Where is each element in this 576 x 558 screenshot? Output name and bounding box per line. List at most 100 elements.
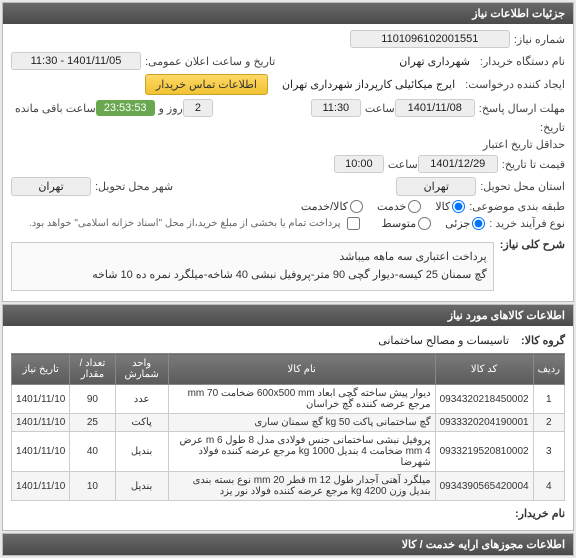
date-label: تاریخ: xyxy=(540,121,565,134)
table-row: 10934320218450002دیوار پیش ساخته گچی ابع… xyxy=(12,385,565,414)
deadline-label: مهلت ارسال پاسخ: xyxy=(479,102,565,115)
table-cell: دیوار پیش ساخته گچی ابعاد 600x500 mm ضخا… xyxy=(168,385,435,414)
panel-title: جزئیات اطلاعات نیاز xyxy=(472,8,565,20)
table-cell: پاکت xyxy=(115,414,168,432)
table-row: 40934390565420004میلگرد آهنی آجدار طول 1… xyxy=(12,472,565,501)
table-row: 30933219520810002پروفیل نبشی ساختمانی جن… xyxy=(12,432,565,472)
min-valid-label: حداقل تاریخ اعتبار xyxy=(483,138,565,151)
radio-medium[interactable]: متوسط xyxy=(382,217,432,230)
footer-panel-title: اطلاعات مجوزهای ارایه خدمت / کالا xyxy=(402,539,565,551)
radio-partial[interactable]: جزئی xyxy=(445,217,485,230)
table-cell: 1 xyxy=(533,385,564,414)
delivery-state: تهران xyxy=(396,177,476,196)
table-cell: بندیل xyxy=(115,432,168,472)
table-cell: 1401/11/10 xyxy=(12,414,70,432)
table-cell: 0933219520810002 xyxy=(435,432,533,472)
col-date: تاریخ نیاز xyxy=(12,354,70,385)
col-code: کد کالا xyxy=(435,354,533,385)
table-cell: بندیل xyxy=(115,472,168,501)
table-cell: 25 xyxy=(70,414,115,432)
radio-goods-service[interactable]: کالا/خدمت xyxy=(301,200,363,213)
goods-panel-body: گروه کالا: تاسیسات و مصالح ساختمانی ردیف… xyxy=(3,326,573,530)
footer-panel: اطلاعات مجوزهای ارایه خدمت / کالا xyxy=(2,533,574,556)
delivery-city: تهران xyxy=(11,177,91,196)
deadline-date: 1401/11/08 xyxy=(395,99,475,117)
remaining-label: ساعت باقی مانده xyxy=(15,102,96,115)
footer-panel-header: اطلاعات مجوزهای ارایه خدمت / کالا xyxy=(3,534,573,555)
table-cell: میلگرد آهنی آجدار طول 12 m قطر 20 mm نوع… xyxy=(168,472,435,501)
class-label: طبقه بندی موضوعی: xyxy=(469,200,565,213)
desc-label: شرح کلی نیاز: xyxy=(500,238,565,251)
class-radio-group: کالا خدمت کالا/خدمت xyxy=(291,200,465,213)
table-cell: 4 xyxy=(533,472,564,501)
buyer-org-value: شهرداری تهران xyxy=(393,53,476,70)
radio-partial-label: جزئی xyxy=(445,217,470,230)
table-cell: 1401/11/10 xyxy=(12,385,70,414)
col-unit: واحد شمارش xyxy=(115,354,168,385)
table-row: 20933320204190001گچ ساختمانی پاکت 50 kg … xyxy=(12,414,565,432)
col-name: نام کالا xyxy=(168,354,435,385)
need-number-value: 1101096102001551 xyxy=(350,30,510,48)
price-to-label: قیمت تا تاریخ: xyxy=(502,158,565,171)
goods-group-label: گروه کالا: xyxy=(521,334,565,347)
goods-table: ردیف کد کالا نام کالا واحد شمارش تعداد /… xyxy=(11,353,565,501)
panel-body: شماره نیاز: 1101096102001551 نام دستگاه … xyxy=(3,24,573,301)
table-cell: 1401/11/10 xyxy=(12,432,70,472)
table-cell: عدد xyxy=(115,385,168,414)
col-qty: تعداد / مقدار xyxy=(70,354,115,385)
deadline-time: 11:30 xyxy=(311,99,361,117)
table-header-row: ردیف کد کالا نام کالا واحد شمارش تعداد /… xyxy=(12,354,565,385)
goods-panel-header: اطلاعات کالاهای مورد نیاز xyxy=(3,305,573,326)
table-cell: 90 xyxy=(70,385,115,414)
goods-panel-title: اطلاعات کالاهای مورد نیاز xyxy=(448,310,565,322)
valid-date: 1401/12/29 xyxy=(418,155,498,173)
need-details-panel: جزئیات اطلاعات نیاز شماره نیاز: 11010961… xyxy=(2,2,574,302)
buyer-org-label: نام دستگاه خریدار: xyxy=(480,55,565,68)
creator-value: ایرج میکائیلی کارپرداز شهرداری تهران xyxy=(276,76,461,93)
time-label-2: ساعت xyxy=(388,158,418,171)
radio-goods-input[interactable] xyxy=(452,200,465,213)
purchase-radio-group: جزئی متوسط xyxy=(372,217,486,230)
radio-partial-input[interactable] xyxy=(472,217,485,230)
table-cell: 3 xyxy=(533,432,564,472)
panel-header: جزئیات اطلاعات نیاز xyxy=(3,3,573,24)
radio-service-input[interactable] xyxy=(408,200,421,213)
delivery-state-label: استان محل تحویل: xyxy=(480,180,565,193)
goods-panel: اطلاعات کالاهای مورد نیاز گروه کالا: تاس… xyxy=(2,304,574,531)
table-cell: 1401/11/10 xyxy=(12,472,70,501)
table-cell: گچ ساختمانی پاکت 50 kg گچ سمنان ساری xyxy=(168,414,435,432)
radio-service-label: خدمت xyxy=(377,200,406,213)
creator-label: ایجاد کننده درخواست: xyxy=(465,78,565,91)
valid-time: 10:00 xyxy=(334,155,384,173)
days-left: 2 xyxy=(183,99,213,117)
desc-text: پرداخت اعتباری سه ماهه میباشد گچ سمنان 2… xyxy=(11,242,494,291)
announce-value: 1401/11/05 - 11:30 xyxy=(11,52,141,70)
need-number-label: شماره نیاز: xyxy=(514,33,565,46)
purchase-type-label: نوع فرآیند خرید : xyxy=(489,217,565,230)
contact-buyer-button[interactable]: اطلاعات تماس خریدار xyxy=(145,74,268,95)
table-cell: 40 xyxy=(70,432,115,472)
countdown-timer: 23:53:53 xyxy=(96,100,155,116)
purchase-note: پرداخت تمام یا بخشی از مبلغ خرید،از محل … xyxy=(29,218,341,229)
col-index: ردیف xyxy=(533,354,564,385)
time-label-1: ساعت xyxy=(365,102,395,115)
goods-group-value: تاسیسات و مصالح ساختمانی xyxy=(372,332,515,349)
radio-goods-service-label: کالا/خدمت xyxy=(301,200,348,213)
radio-goods[interactable]: کالا xyxy=(435,200,465,213)
table-cell: 0934390565420004 xyxy=(435,472,533,501)
radio-medium-input[interactable] xyxy=(418,217,431,230)
table-cell: 2 xyxy=(533,414,564,432)
announce-label: تاریخ و ساعت اعلان عمومی: xyxy=(145,55,275,68)
radio-goods-label: کالا xyxy=(435,200,450,213)
day-label: روز و xyxy=(159,102,183,115)
radio-service[interactable]: خدمت xyxy=(377,200,421,213)
buyer-name-label: نام خریدار: xyxy=(515,507,565,520)
table-cell: پروفیل نبشی ساختمانی جنس فولادی مدل 8 طو… xyxy=(168,432,435,472)
table-cell: 0934320218450002 xyxy=(435,385,533,414)
delivery-city-label: شهر محل تحویل: xyxy=(95,180,173,193)
radio-goods-service-input[interactable] xyxy=(350,200,363,213)
table-cell: 10 xyxy=(70,472,115,501)
pay-checkbox[interactable] xyxy=(347,217,360,230)
radio-medium-label: متوسط xyxy=(382,217,417,230)
table-cell: 0933320204190001 xyxy=(435,414,533,432)
